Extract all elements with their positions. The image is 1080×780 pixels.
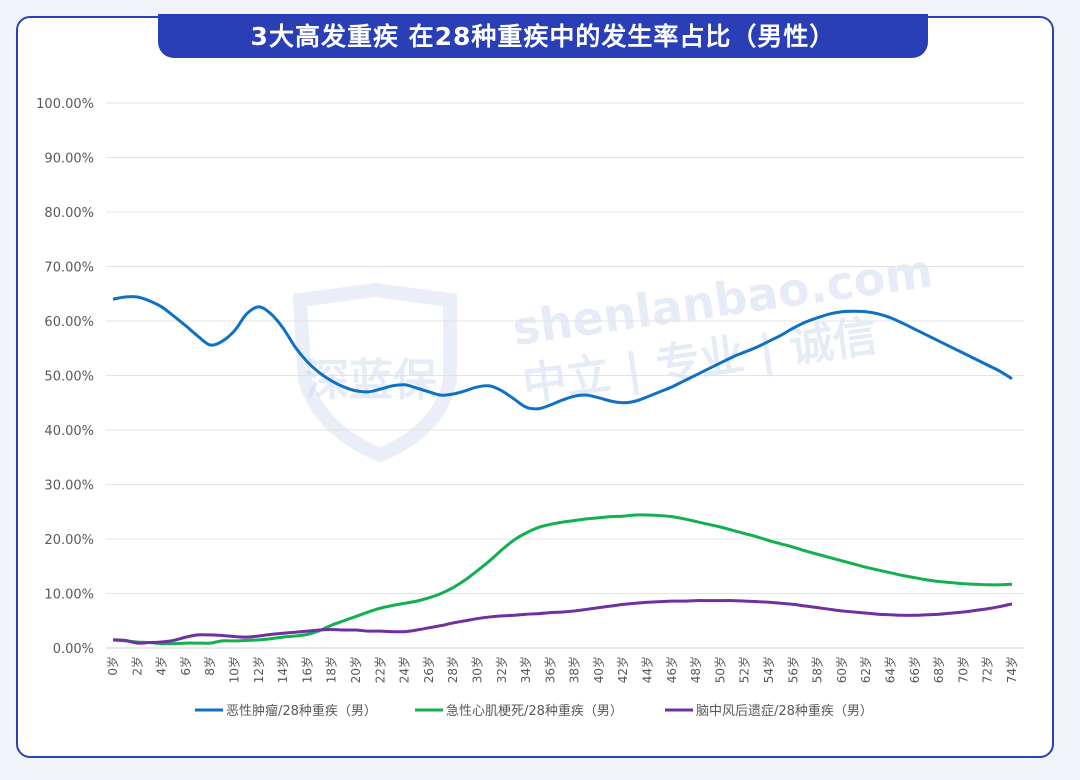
x-tick-label: 64岁	[883, 656, 898, 683]
series-line-2	[112, 599, 1013, 645]
y-tick-label: 40.00%	[44, 424, 94, 439]
x-tick-label: 34岁	[518, 656, 533, 683]
x-tick-label: 22岁	[372, 656, 387, 683]
series-line-1	[112, 513, 1013, 646]
x-tick-label: 16岁	[299, 656, 314, 683]
x-tick-label: 68岁	[931, 656, 946, 683]
legend-label: 脑中风后遗症/28种重疾（男）	[696, 703, 873, 719]
x-tick-label: 66岁	[907, 656, 922, 683]
x-tick-label: 56岁	[785, 656, 800, 683]
y-tick-label: 20.00%	[44, 533, 94, 548]
x-tick-label: 6岁	[178, 656, 193, 676]
watermark-logo: 深蓝保	[305, 355, 438, 406]
x-tick-label: 0岁	[105, 656, 120, 676]
x-tick-label: 46岁	[664, 656, 679, 683]
x-tick-label: 48岁	[688, 656, 703, 683]
x-tick-label: 4岁	[154, 656, 169, 676]
x-tick-label: 8岁	[202, 656, 217, 676]
shield-logo-icon	[292, 282, 457, 463]
x-tick-label: 70岁	[955, 656, 970, 683]
x-tick-label: 12岁	[251, 656, 266, 683]
y-tick-label: 50.00%	[44, 370, 94, 385]
x-tick-label: 18岁	[324, 656, 339, 683]
x-tick-label: 38岁	[567, 656, 582, 683]
legend-label: 急性心肌梗死/28种重疾（男）	[446, 703, 623, 719]
y-tick-label: 70.00%	[44, 261, 94, 276]
y-tick-label: 10.00%	[44, 588, 94, 603]
x-tick-label: 54岁	[761, 656, 776, 683]
y-tick-label: 80.00%	[44, 206, 94, 221]
watermark: 深蓝保 shenlanbao.com 中立 | 专业 | 诚信	[292, 243, 936, 463]
y-tick-label: 100.00%	[36, 97, 94, 112]
x-tick-label: 72岁	[980, 656, 995, 683]
y-tick-label: 60.00%	[44, 315, 94, 330]
legend-label: 恶性肿瘤/28种重疾（男）	[226, 703, 377, 719]
x-tick-label: 60岁	[834, 656, 849, 683]
x-tick-label: 26岁	[421, 656, 436, 683]
x-tick-label: 32岁	[494, 656, 509, 683]
chart-card	[16, 16, 1054, 758]
x-tick-label: 20岁	[348, 656, 363, 683]
x-tick-label: 42岁	[615, 656, 630, 683]
y-tick-label: 30.00%	[44, 479, 94, 494]
x-tick-label: 40岁	[591, 656, 606, 683]
x-tick-label: 30岁	[469, 656, 484, 683]
x-tick-label: 28岁	[445, 656, 460, 683]
x-tick-label: 74岁	[1004, 656, 1019, 683]
x-tick-label: 14岁	[275, 656, 290, 683]
y-tick-label: 0.00%	[53, 642, 94, 657]
y-tick-label: 90.00%	[44, 152, 94, 167]
x-tick-label: 10岁	[226, 656, 241, 683]
x-tick-label: 36岁	[542, 656, 557, 683]
x-tick-label: 62岁	[858, 656, 873, 683]
x-tick-label: 2岁	[129, 656, 144, 676]
x-tick-label: 24岁	[397, 656, 412, 683]
series-line-0	[112, 295, 1013, 411]
chart-title: 3大高发重疾 在28种重疾中的发生率占比（男性）	[158, 14, 928, 58]
x-tick-label: 50岁	[712, 656, 727, 683]
x-tick-label: 58岁	[810, 656, 825, 683]
x-tick-label: 52岁	[737, 656, 752, 683]
x-tick-label: 44岁	[640, 656, 655, 683]
